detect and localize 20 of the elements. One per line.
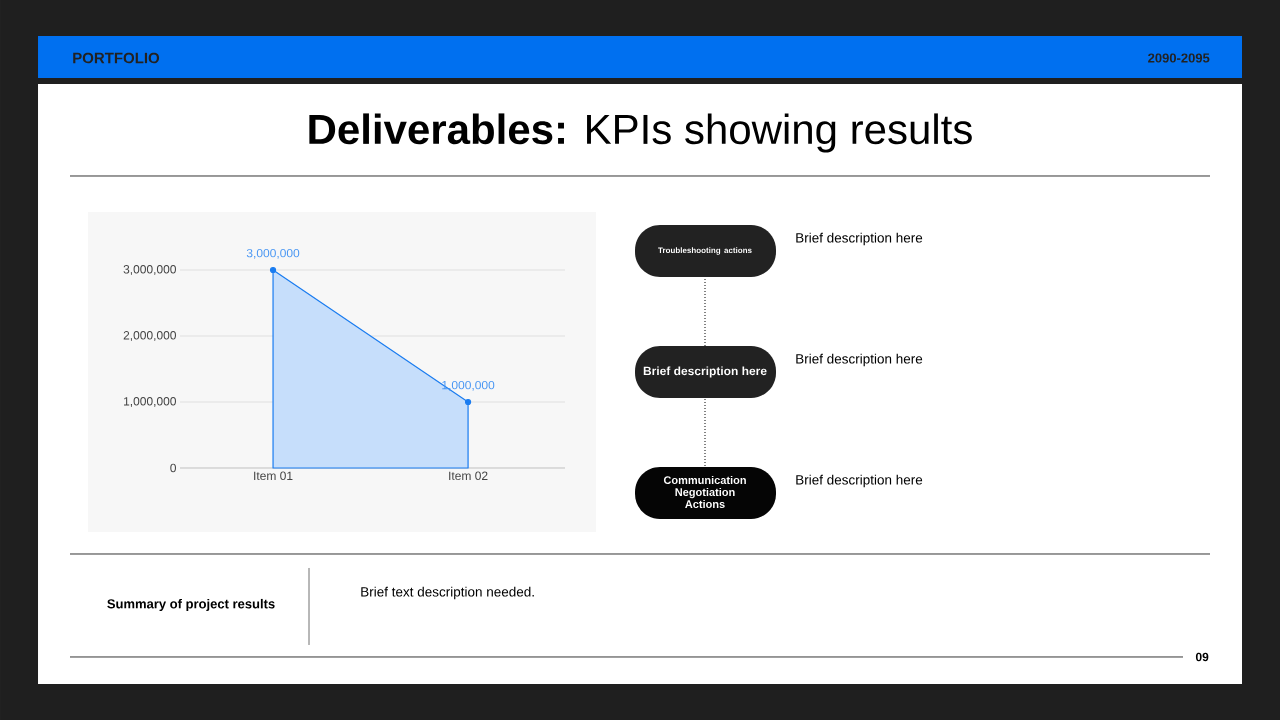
y-tick-label: 2,000,000 <box>123 331 177 341</box>
text: Brief description here <box>643 366 767 378</box>
text: Troubleshooting actions <box>658 247 752 255</box>
text: Brief description here <box>796 353 923 367</box>
y-tick-label: 0 <box>170 463 177 473</box>
text: Brief description here <box>796 232 923 246</box>
x-tick-label: Item 02 <box>449 471 488 481</box>
data-label: 3,000,000 <box>246 248 300 259</box>
text: 09 <box>1195 652 1209 662</box>
text: Summary of project results <box>107 598 275 612</box>
text: PORTFOLIO <box>73 52 160 64</box>
text: 2090-2095 <box>1148 53 1210 63</box>
text: Brief text description needed. <box>361 586 534 600</box>
text: Deliverables: KPIs showing results <box>309 113 972 153</box>
y-tick-label: 3,000,000 <box>123 265 177 275</box>
text: Brief description here <box>796 474 923 488</box>
data-label: 1,000,000 <box>442 380 495 391</box>
x-tick-label: Item 01 <box>254 471 293 481</box>
y-tick-label: 1,000,000 <box>124 397 177 407</box>
text: Communication Negotiation Actions <box>663 475 746 509</box>
